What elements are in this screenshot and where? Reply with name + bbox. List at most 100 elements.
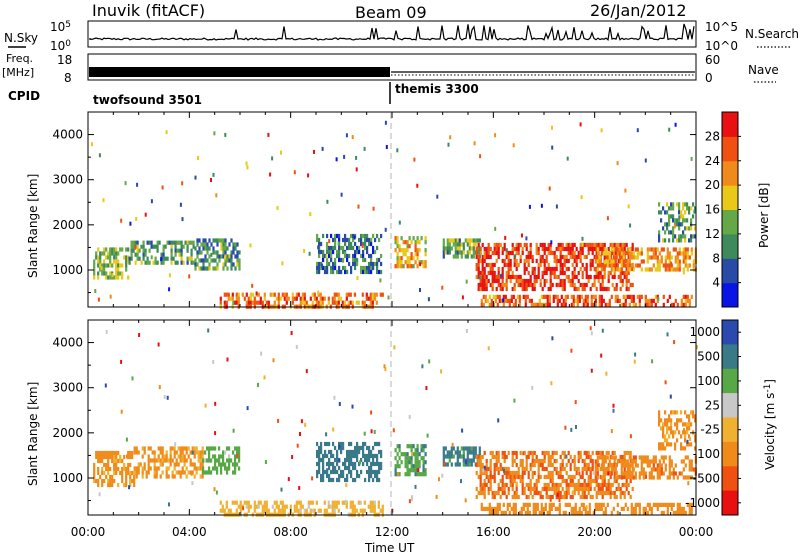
data-cell (525, 246, 528, 252)
data-cell (265, 500, 268, 505)
scatter-cell (645, 474, 647, 479)
data-cell (501, 258, 504, 264)
data-cell (602, 455, 605, 460)
data-cell (165, 458, 168, 463)
data-cell (147, 446, 150, 451)
data-cell (620, 251, 623, 256)
data-cell (464, 462, 467, 467)
data-cell (105, 454, 108, 460)
data-cell (472, 246, 475, 251)
data-cell (232, 450, 235, 455)
data-cell (604, 471, 607, 476)
data-cell (604, 251, 607, 256)
data-cell (558, 506, 561, 511)
data-cell (525, 282, 528, 288)
data-cell (617, 274, 620, 280)
data-cell (521, 474, 524, 480)
data-cell (379, 292, 382, 297)
data-cell (588, 502, 591, 507)
data-cell (501, 474, 504, 480)
data-cell (222, 462, 225, 467)
data-cell (664, 259, 667, 264)
data-cell (527, 254, 530, 260)
data-cell (201, 450, 204, 455)
data-cell (630, 463, 633, 468)
data-cell (549, 278, 552, 284)
data-cell (613, 470, 616, 476)
data-cell (333, 300, 336, 305)
data-cell (491, 286, 494, 292)
data-cell (545, 482, 548, 488)
data-cell (642, 510, 645, 515)
data-cell (322, 453, 325, 459)
data-cell (664, 438, 667, 443)
data-cell (662, 442, 665, 447)
data-cell (543, 258, 546, 264)
data-cell (614, 294, 617, 299)
data-cell (527, 474, 530, 480)
data-cell (491, 274, 494, 280)
data-cell (186, 248, 189, 253)
data-cell (408, 468, 411, 473)
data-cell (553, 490, 556, 496)
data-cell (199, 462, 202, 467)
data-cell (204, 266, 207, 271)
data-cell (662, 302, 665, 307)
data-cell (525, 286, 528, 292)
data-cell (587, 474, 590, 480)
data-cell (522, 502, 525, 507)
data-cell (370, 461, 373, 467)
data-cell (589, 470, 592, 476)
data-cell (563, 246, 566, 252)
data-cell (507, 274, 510, 280)
data-cell (301, 292, 304, 297)
data-cell (490, 506, 493, 511)
data-cell (619, 242, 622, 248)
data-cell (398, 448, 401, 453)
data-cell (619, 458, 622, 464)
data-cell (495, 466, 498, 472)
scatter-cell (160, 257, 163, 262)
data-cell (662, 426, 665, 431)
data-cell (585, 486, 588, 492)
data-cell (179, 454, 182, 459)
data-cell (189, 458, 192, 463)
data-cell (617, 486, 620, 492)
data-cell (424, 240, 427, 245)
data-cell (543, 250, 546, 256)
data-cell (446, 250, 449, 255)
data-cell (594, 294, 597, 299)
data-cell (598, 502, 601, 507)
data-cell (466, 454, 469, 459)
data-cell (620, 259, 623, 264)
data-cell (598, 294, 601, 299)
data-cell (543, 282, 546, 288)
data-cell (625, 270, 628, 276)
data-cell (634, 502, 637, 507)
data-cell (206, 258, 209, 263)
data-cell (345, 296, 348, 301)
scatter-cell (483, 465, 486, 470)
data-cell (543, 474, 546, 480)
data-cell (408, 256, 411, 261)
data-cell (488, 502, 491, 507)
data-cell (596, 247, 599, 252)
data-cell (515, 242, 518, 248)
data-cell (690, 502, 693, 507)
data-cell (374, 461, 377, 467)
scatter-cell (326, 468, 329, 473)
data-cell (632, 459, 635, 464)
data-cell (634, 263, 637, 268)
data-cell (412, 464, 415, 469)
data-cell (181, 446, 184, 451)
data-cell (529, 254, 532, 260)
data-cell (539, 258, 542, 264)
data-cell (360, 269, 363, 275)
data-cell (208, 466, 211, 471)
data-cell (529, 450, 532, 456)
data-cell (477, 254, 480, 260)
data-cell (214, 458, 217, 463)
data-cell (481, 254, 484, 260)
data-cell (666, 438, 669, 443)
data-cell (370, 237, 373, 243)
